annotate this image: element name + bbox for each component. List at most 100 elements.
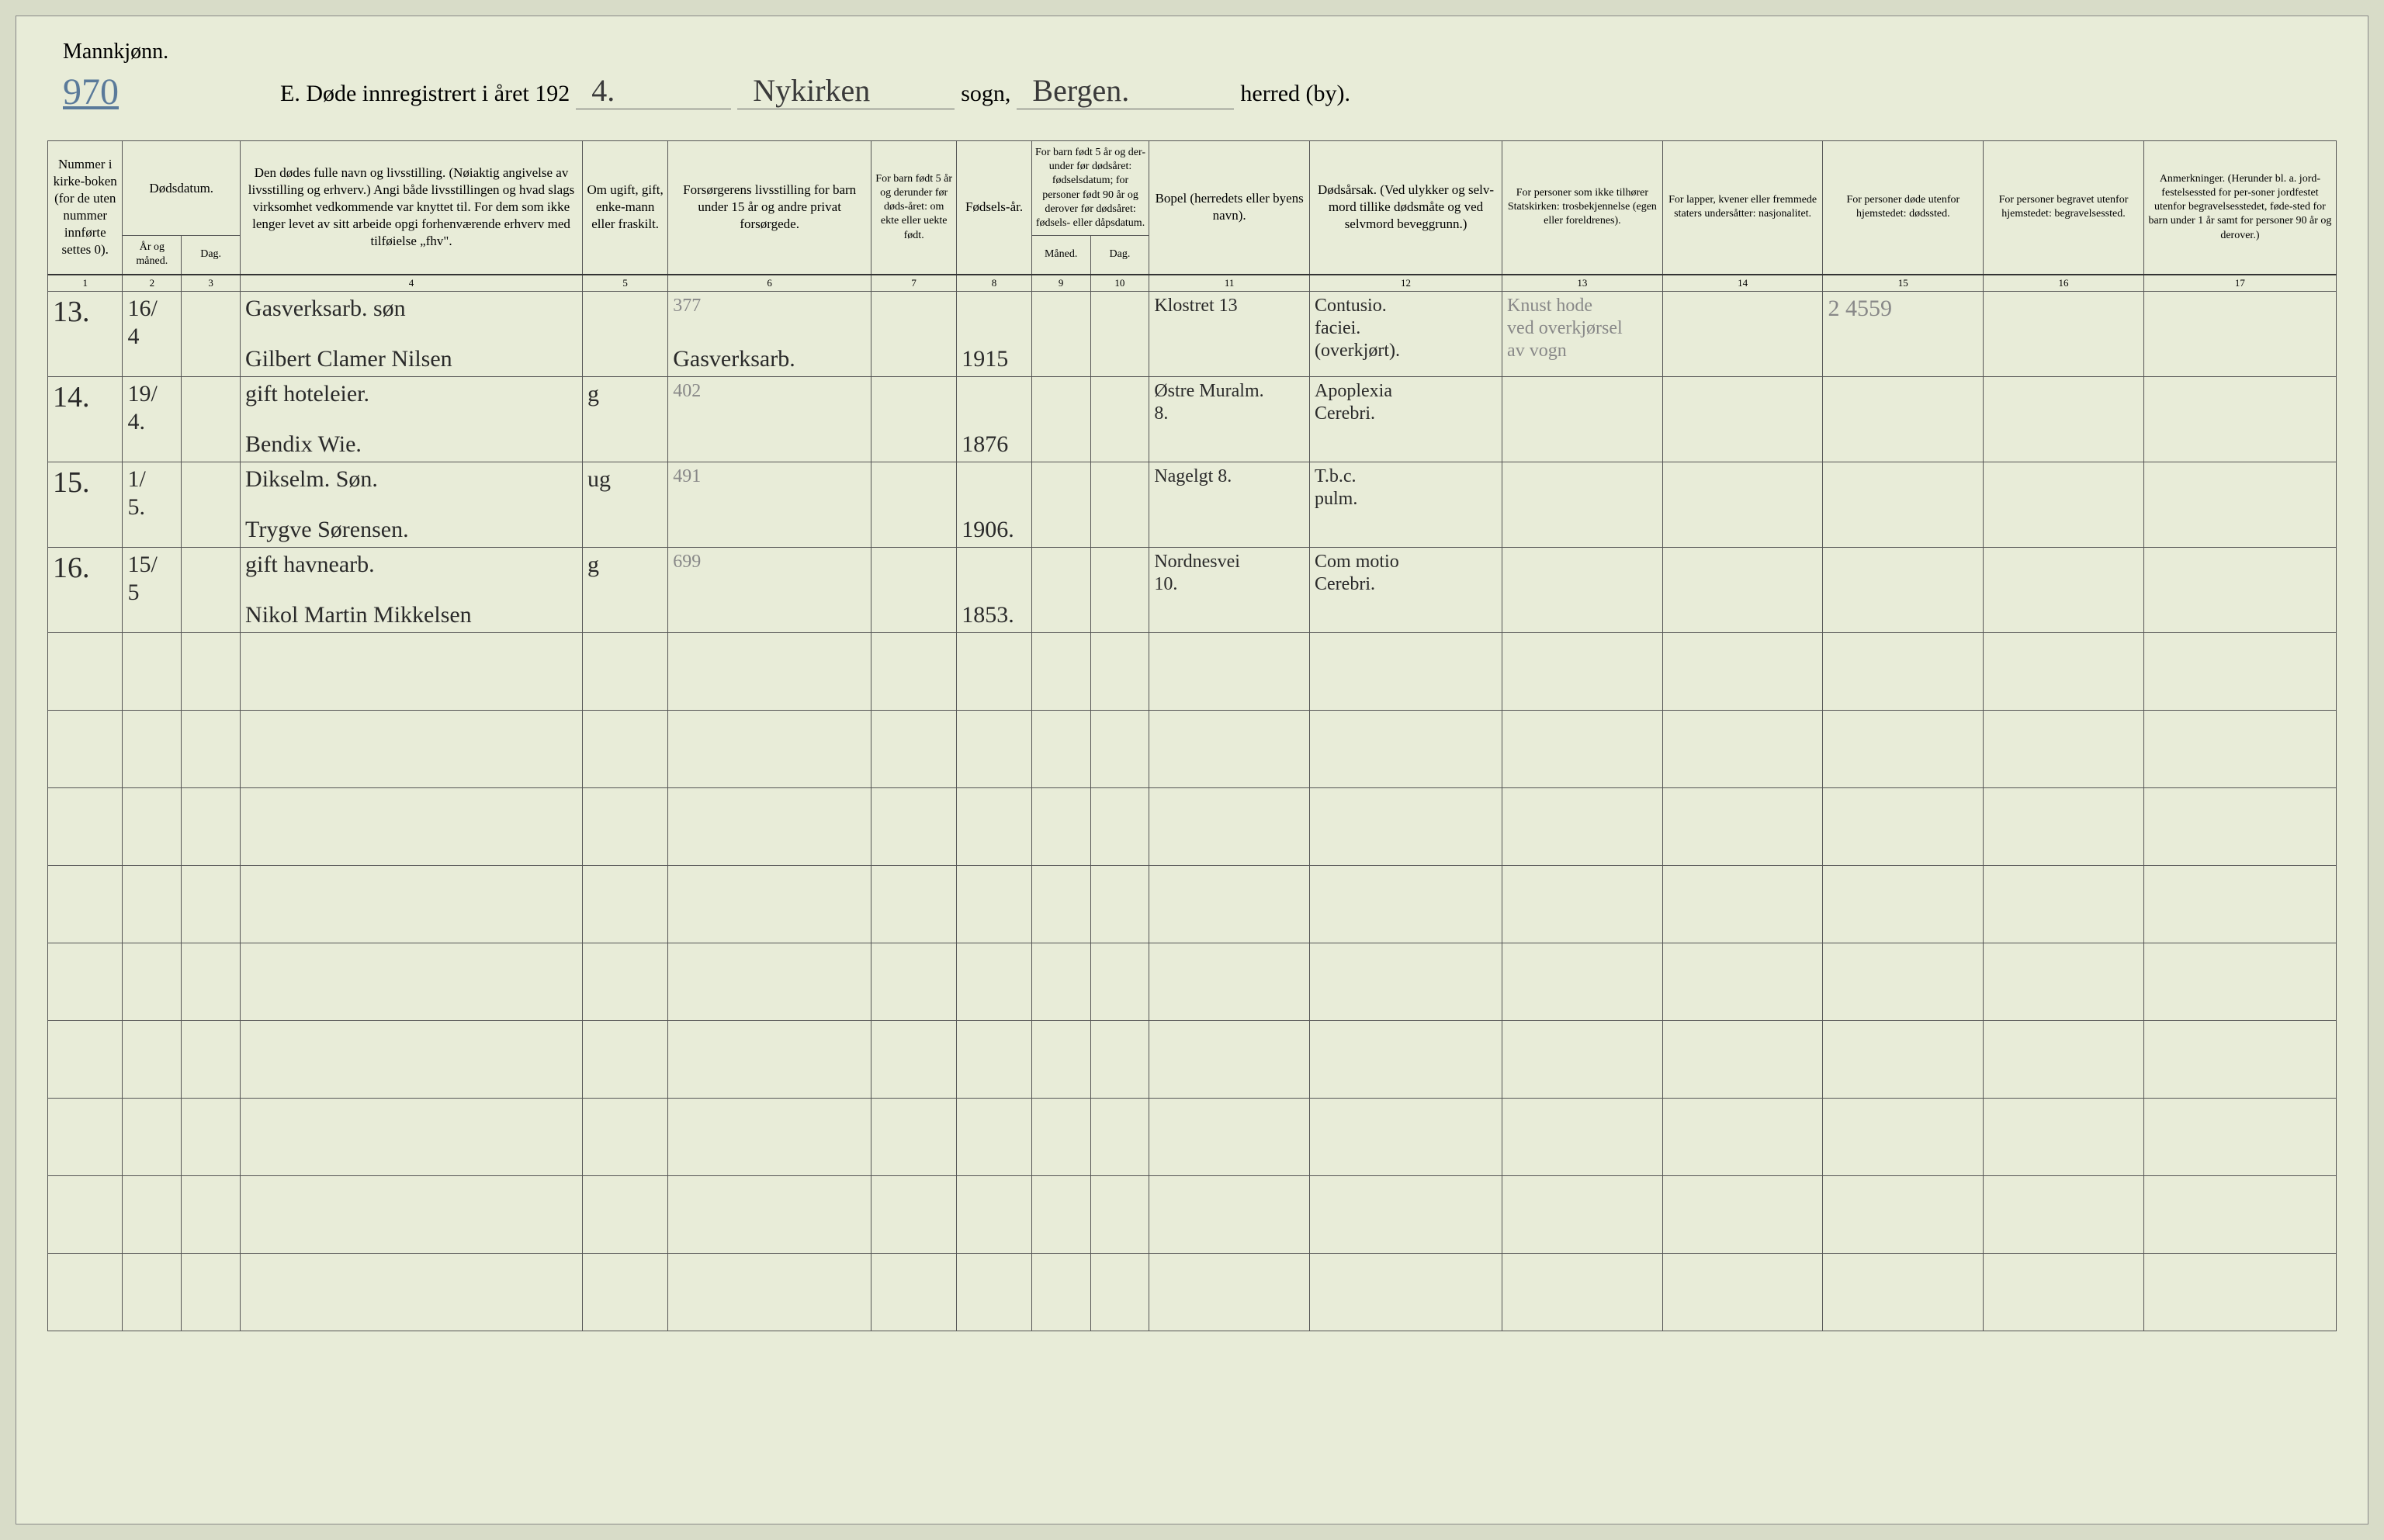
empty-cell <box>1031 788 1090 866</box>
empty-cell <box>668 1176 871 1254</box>
cell-deathplace <box>1823 548 1984 633</box>
empty-cell <box>1090 943 1149 1021</box>
cell-remarks <box>2143 548 2336 633</box>
cell-nationality <box>1662 292 1823 377</box>
empty-cell <box>1662 1254 1823 1331</box>
empty-cell <box>1823 633 1984 711</box>
table-row: 13. 16/ 4 Gasverksarb. søn Gilbert Clame… <box>48 292 2337 377</box>
empty-cell <box>668 1254 871 1331</box>
cell-bd-mo <box>1031 377 1090 462</box>
empty-cell <box>1149 788 1310 866</box>
cell-deathplace: 2 4559 <box>1823 292 1984 377</box>
colnum: 8 <box>957 275 1031 292</box>
empty-cell <box>2143 788 2336 866</box>
empty-cell <box>2143 1021 2336 1099</box>
table-row-empty <box>48 943 2337 1021</box>
colnum: 3 <box>182 275 241 292</box>
cell-name: gift hoteleier. Bendix Wie. <box>241 377 583 462</box>
empty-cell <box>957 1021 1031 1099</box>
hdr-date: Dødsdatum. <box>123 141 241 236</box>
colnum: 6 <box>668 275 871 292</box>
empty-cell <box>2143 711 2336 788</box>
empty-cell <box>1310 866 1502 943</box>
empty-cell <box>123 1021 182 1099</box>
cell-remarks <box>2143 377 2336 462</box>
empty-cell <box>241 1176 583 1254</box>
cell-deathplace <box>1823 377 1984 462</box>
empty-cell <box>1149 711 1310 788</box>
empty-cell <box>1149 1176 1310 1254</box>
district-name: Bergen. <box>1017 72 1234 109</box>
empty-cell <box>1984 1021 2144 1099</box>
empty-cell <box>123 1099 182 1176</box>
cell-cause: Apoplexia Cerebri. <box>1310 377 1502 462</box>
empty-cell <box>2143 1254 2336 1331</box>
table-row-empty <box>48 711 2337 788</box>
empty-cell <box>1031 1176 1090 1254</box>
colnum: 15 <box>1823 275 1984 292</box>
colnum: 1 <box>48 275 123 292</box>
table-row: 16. 15/ 5 gift havnearb. Nikol Martin Mi… <box>48 548 2337 633</box>
name-occupation: gift hoteleier. <box>245 380 577 408</box>
empty-cell <box>668 711 871 788</box>
empty-cell <box>182 1099 241 1176</box>
empty-cell <box>957 943 1031 1021</box>
empty-cell <box>871 1176 957 1254</box>
cell-num: 16. <box>48 548 123 633</box>
empty-cell <box>583 866 668 943</box>
empty-cell <box>1149 943 1310 1021</box>
cell-cause: Contusio. faciei. (overkjørt). <box>1310 292 1502 377</box>
cell-legit <box>871 292 957 377</box>
empty-cell <box>668 1099 871 1176</box>
table-row-empty <box>48 866 2337 943</box>
empty-cell <box>241 1254 583 1331</box>
name-occupation: Gasverksarb. søn <box>245 295 577 323</box>
hdr-burialplace: For personer begravet utenfor hjemstedet… <box>1984 141 2144 275</box>
empty-cell <box>668 943 871 1021</box>
cell-deathplace <box>1823 462 1984 548</box>
empty-cell <box>1031 1021 1090 1099</box>
hdr-faith: For personer som ikke tilhører Statskirk… <box>1502 141 1663 275</box>
cell-residence: Klostret 13 <box>1149 292 1310 377</box>
cell-remarks <box>2143 462 2336 548</box>
empty-cell <box>1823 943 1984 1021</box>
empty-cell <box>583 1254 668 1331</box>
empty-cell <box>1984 1099 2144 1176</box>
empty-cell <box>182 943 241 1021</box>
empty-cell <box>583 1099 668 1176</box>
cell-faith <box>1502 377 1663 462</box>
empty-cell <box>1090 1021 1149 1099</box>
empty-cell <box>957 1099 1031 1176</box>
cell-nationality <box>1662 548 1823 633</box>
cell-birthyear: 1853. <box>957 548 1031 633</box>
empty-cell <box>123 866 182 943</box>
table-row-empty <box>48 1021 2337 1099</box>
empty-cell <box>668 866 871 943</box>
hdr-date-day: Dag. <box>182 236 241 275</box>
empty-cell <box>1984 633 2144 711</box>
empty-cell <box>182 1176 241 1254</box>
table-header: Nummer i kirke-boken (for de uten nummer… <box>48 141 2337 292</box>
cell-date-mo: 15/ 5 <box>123 548 182 633</box>
empty-cell <box>182 1254 241 1331</box>
cell-burialplace <box>1984 462 2144 548</box>
table-row: 15. 1/ 5. Dikselm. Søn. Trygve Sørensen.… <box>48 462 2337 548</box>
empty-cell <box>1662 943 1823 1021</box>
empty-cell <box>241 633 583 711</box>
empty-cell <box>1149 866 1310 943</box>
cell-residence: Nagelgt 8. <box>1149 462 1310 548</box>
empty-cell <box>1823 711 1984 788</box>
empty-cell <box>871 788 957 866</box>
cell-name: gift havnearb. Nikol Martin Mikkelsen <box>241 548 583 633</box>
cell-provider: 491 <box>668 462 871 548</box>
hdr-num: Nummer i kirke-boken (for de uten nummer… <box>48 141 123 275</box>
cell-bd-mo <box>1031 462 1090 548</box>
empty-cell <box>1090 788 1149 866</box>
colnum: 12 <box>1310 275 1502 292</box>
cell-remarks <box>2143 292 2336 377</box>
empty-cell <box>583 633 668 711</box>
empty-cell <box>1502 1176 1663 1254</box>
empty-cell <box>1823 1099 1984 1176</box>
empty-cell <box>2143 943 2336 1021</box>
empty-cell <box>871 1099 957 1176</box>
